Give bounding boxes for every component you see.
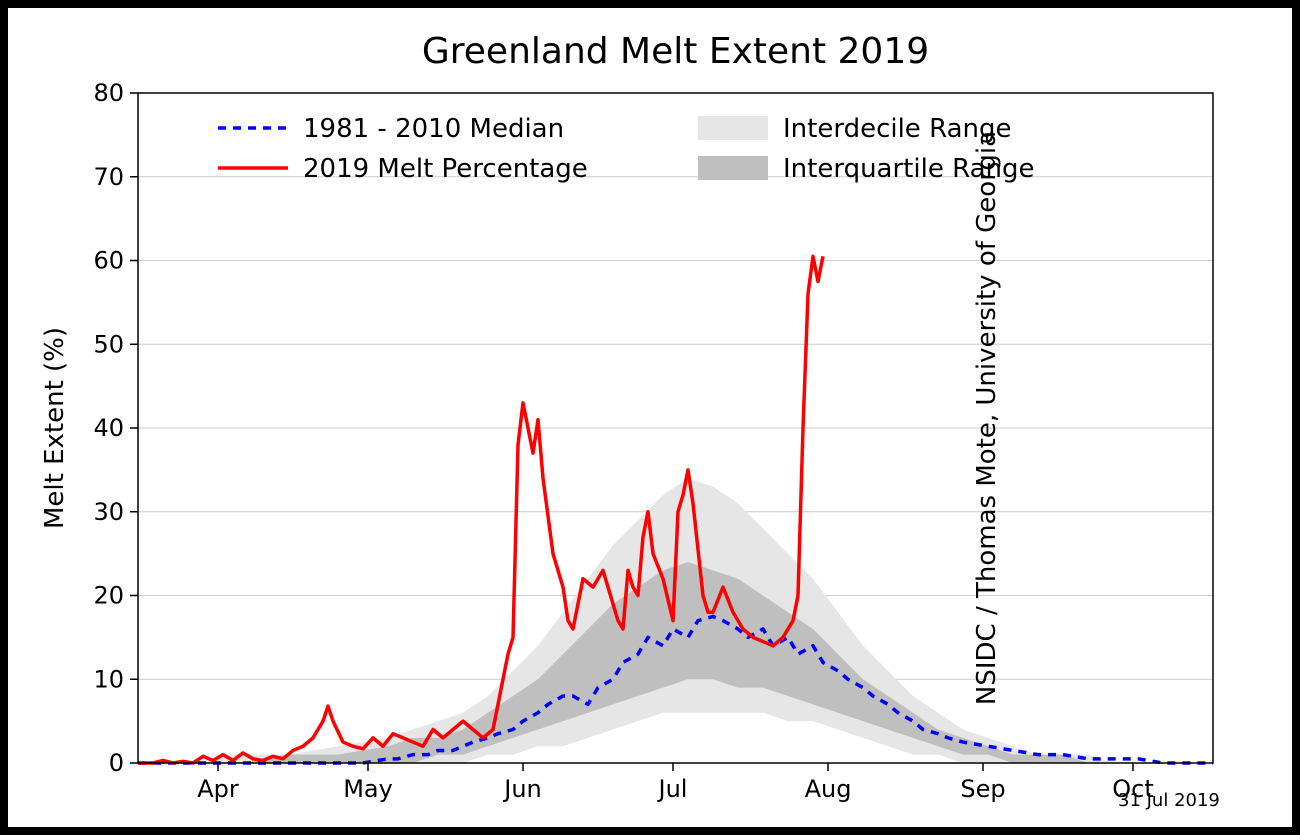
ytick-label: 40 [93,414,124,442]
legend-label-2019: 2019 Melt Percentage [303,154,588,184]
ytick-label: 60 [93,247,124,275]
y-axis-label: Melt Extent (%) [40,327,70,529]
chart-title: Greenland Melt Extent 2019 [422,31,929,72]
xtick-label: Aug [805,775,852,803]
legend-patch-icon [698,156,768,180]
xtick-label: Jun [502,775,542,803]
chart-svg: 01020304050607080AprMayJunJulAugSepOctGr… [28,18,1248,818]
xtick-label: May [343,775,393,803]
ytick-label: 20 [93,582,124,610]
ytick-label: 70 [93,163,124,191]
xtick-label: Apr [197,775,239,803]
datestamp-text: 31 Jul 2019 [1118,790,1220,811]
outer-frame: 01020304050607080AprMayJunJulAugSepOctGr… [0,0,1300,835]
xtick-label: Sep [960,775,1005,803]
legend-label-median: 1981 - 2010 Median [303,114,564,144]
xtick-label: Jul [657,775,688,803]
ytick-label: 50 [93,330,124,358]
ytick-label: 80 [93,79,124,107]
ytick-label: 10 [93,665,124,693]
ytick-label: 0 [109,749,124,777]
legend-patch-icon [698,116,768,140]
attribution-text: NSIDC / Thomas Mote, University of Georg… [972,130,1002,704]
chart-container: 01020304050607080AprMayJunJulAugSepOctGr… [28,18,1248,818]
ytick-label: 30 [93,498,124,526]
